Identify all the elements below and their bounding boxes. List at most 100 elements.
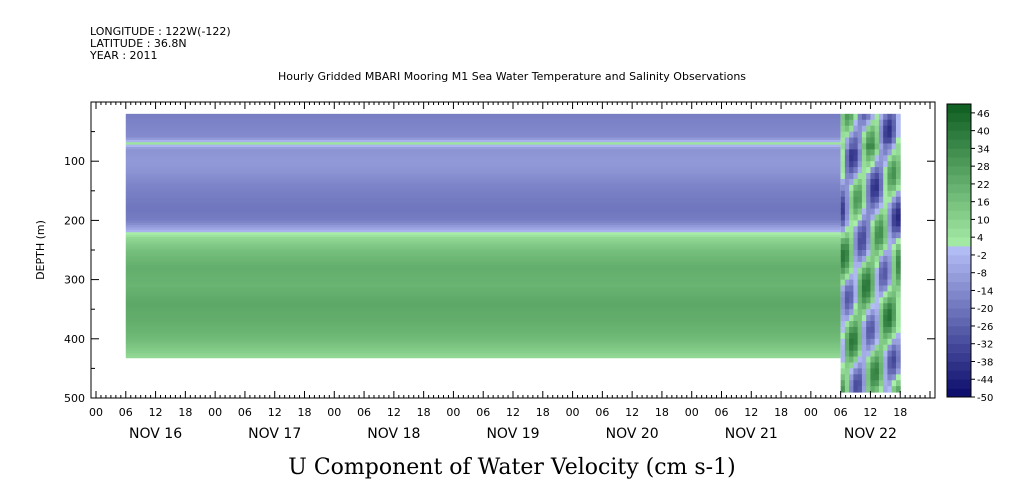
heat-cell	[895, 386, 901, 393]
colorbar-swatch	[947, 201, 971, 211]
heat-cell	[849, 119, 854, 127]
heat-cell	[861, 261, 867, 269]
heat-cell	[840, 238, 846, 245]
heat-cell	[861, 309, 867, 316]
heat-cell	[878, 244, 884, 251]
heat-cell	[844, 250, 850, 257]
heat-cell	[853, 303, 859, 310]
heat-cell	[861, 255, 867, 263]
heat-cell	[849, 380, 854, 387]
heat-cell	[883, 190, 888, 198]
heat-cell	[874, 250, 880, 257]
heat-cell	[895, 350, 901, 358]
heat-cell	[853, 297, 859, 304]
heat-cell	[891, 143, 897, 150]
heat-cell	[878, 356, 884, 363]
heat-cell	[874, 113, 880, 121]
heat-cell	[895, 267, 901, 275]
x-hour-tick-label: 06	[715, 406, 729, 419]
heat-cell	[895, 362, 901, 369]
heat-cell	[849, 315, 854, 322]
heat-band	[125, 258, 841, 262]
heat-cell	[887, 321, 893, 328]
heat-cell	[857, 208, 863, 215]
heat-cell	[891, 338, 897, 346]
heat-band	[125, 246, 841, 250]
heat-cell	[887, 362, 893, 369]
heat-cell	[853, 131, 859, 139]
heat-cell	[861, 362, 867, 369]
heat-cell	[866, 131, 871, 139]
heat-cell	[861, 149, 867, 156]
heat-cell	[878, 267, 884, 275]
heat-cell	[853, 380, 859, 387]
heat-cell	[870, 137, 876, 144]
heat-cell	[874, 125, 880, 133]
heat-cell	[840, 273, 846, 281]
heat-band	[125, 234, 841, 238]
heat-cell	[849, 279, 854, 287]
heat-band	[125, 303, 841, 307]
y-axis: 100 200 300 400 500	[64, 131, 935, 405]
heat-cell	[895, 184, 901, 192]
heat-cell	[874, 119, 880, 127]
heat-cell	[887, 386, 893, 393]
heat-band	[125, 222, 841, 226]
heat-cell	[840, 226, 846, 233]
heat-cell	[853, 326, 859, 334]
heat-cell	[874, 321, 880, 328]
heat-cell	[883, 214, 888, 221]
heat-band	[125, 284, 841, 288]
heat-cell	[887, 238, 893, 245]
heat-cell	[866, 279, 871, 287]
heat-cell	[878, 380, 884, 387]
colorbar-swatch	[947, 325, 971, 336]
x-hour-tick-label: 12	[863, 406, 877, 419]
heat-cell	[857, 291, 863, 298]
heat-cell	[861, 244, 867, 251]
heat-cell	[870, 190, 876, 198]
colorbar-swatch	[947, 139, 971, 149]
heat-cell	[857, 178, 863, 186]
heat-cell	[874, 226, 880, 233]
heat-band	[125, 132, 841, 136]
heat-cell	[874, 303, 880, 310]
heat-cell	[895, 220, 901, 227]
heat-cell	[840, 309, 846, 316]
chart-subtitle: Hourly Gridded MBARI Mooring M1 Sea Wate…	[278, 70, 746, 83]
heat-cell	[874, 202, 880, 210]
heat-cell	[840, 344, 846, 352]
heat-cell	[870, 149, 876, 156]
heat-band	[125, 218, 841, 221]
heat-cell	[895, 338, 901, 346]
heat-cell	[857, 386, 863, 393]
heat-cell	[887, 315, 893, 322]
colorbar-swatch	[947, 237, 971, 247]
heat-cell	[895, 255, 901, 263]
heat-band	[125, 146, 841, 150]
heat-cell	[887, 143, 893, 150]
heat-cell	[844, 190, 850, 198]
heat-cell	[891, 368, 897, 375]
heat-cell	[857, 202, 863, 210]
heat-cell	[853, 279, 859, 287]
colorbar-label: 46	[977, 109, 990, 120]
heat-cell	[891, 374, 897, 381]
heat-cell	[883, 356, 888, 363]
heat-cell	[853, 137, 859, 144]
heat-cell	[840, 380, 846, 387]
heat-band	[125, 334, 841, 337]
heat-cell	[878, 279, 884, 287]
heat-cell	[840, 173, 846, 180]
heat-cell	[861, 321, 867, 328]
heat-cell	[870, 297, 876, 304]
heat-band	[125, 312, 841, 316]
heat-cell	[840, 350, 846, 358]
heat-band	[125, 255, 841, 259]
heat-band	[125, 244, 841, 247]
heat-cell	[853, 321, 859, 328]
heat-cell	[866, 214, 871, 221]
heat-cell	[895, 161, 901, 168]
heat-band	[125, 180, 841, 184]
heat-cell	[849, 261, 854, 269]
